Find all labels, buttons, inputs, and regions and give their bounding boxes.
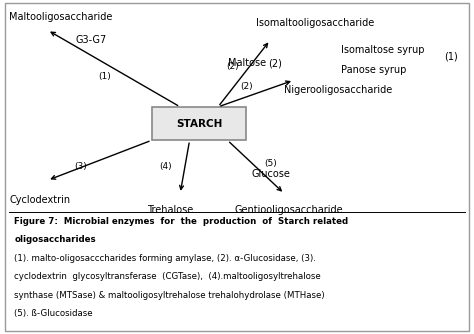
Text: synthase (MTSase) & maltooligosyltrehalose trehalohydrolase (MTHase): synthase (MTSase) & maltooligosyltrehalo…: [14, 291, 325, 300]
Text: Glucose: Glucose: [251, 169, 290, 179]
Text: Figure 7:  Microbial enzymes  for  the  production  of  Starch related: Figure 7: Microbial enzymes for the prod…: [14, 217, 348, 226]
Text: G3-G7: G3-G7: [76, 35, 107, 45]
Text: Isomaltose syrup: Isomaltose syrup: [341, 45, 425, 55]
Text: (3): (3): [74, 163, 87, 171]
Text: (2): (2): [240, 82, 253, 91]
Text: Isomaltooligosaccharide: Isomaltooligosaccharide: [256, 18, 374, 28]
Text: oligosaccharides: oligosaccharides: [14, 235, 96, 244]
Text: Maltooligosaccharide: Maltooligosaccharide: [9, 12, 113, 22]
Text: cyclodextrin  glycosyltransferase  (CGTase),  (4).maltooligosyltrehalose: cyclodextrin glycosyltransferase (CGTase…: [14, 272, 321, 281]
Text: Cyclodextrin: Cyclodextrin: [9, 195, 71, 205]
Text: (1): (1): [98, 72, 110, 81]
Text: Trehalose: Trehalose: [147, 205, 194, 215]
Text: Panose syrup: Panose syrup: [341, 65, 407, 75]
Text: (5). ß-Glucosidase: (5). ß-Glucosidase: [14, 309, 93, 318]
Text: Nigerooligosaccharide: Nigerooligosaccharide: [284, 85, 392, 95]
Text: STARCH: STARCH: [176, 119, 222, 129]
Text: (4): (4): [160, 163, 172, 171]
Text: (2): (2): [226, 62, 238, 71]
Text: Maltose: Maltose: [228, 58, 265, 68]
Bar: [152, 107, 246, 140]
Text: (2): (2): [268, 58, 282, 68]
Text: (5): (5): [264, 159, 276, 168]
Text: (1): (1): [444, 52, 457, 62]
Text: Gentiooligosaccharide: Gentiooligosaccharide: [235, 205, 344, 215]
Text: (1). malto-oligosacccharides forming amylase, (2). α-Glucosidase, (3).: (1). malto-oligosacccharides forming amy…: [14, 254, 316, 263]
